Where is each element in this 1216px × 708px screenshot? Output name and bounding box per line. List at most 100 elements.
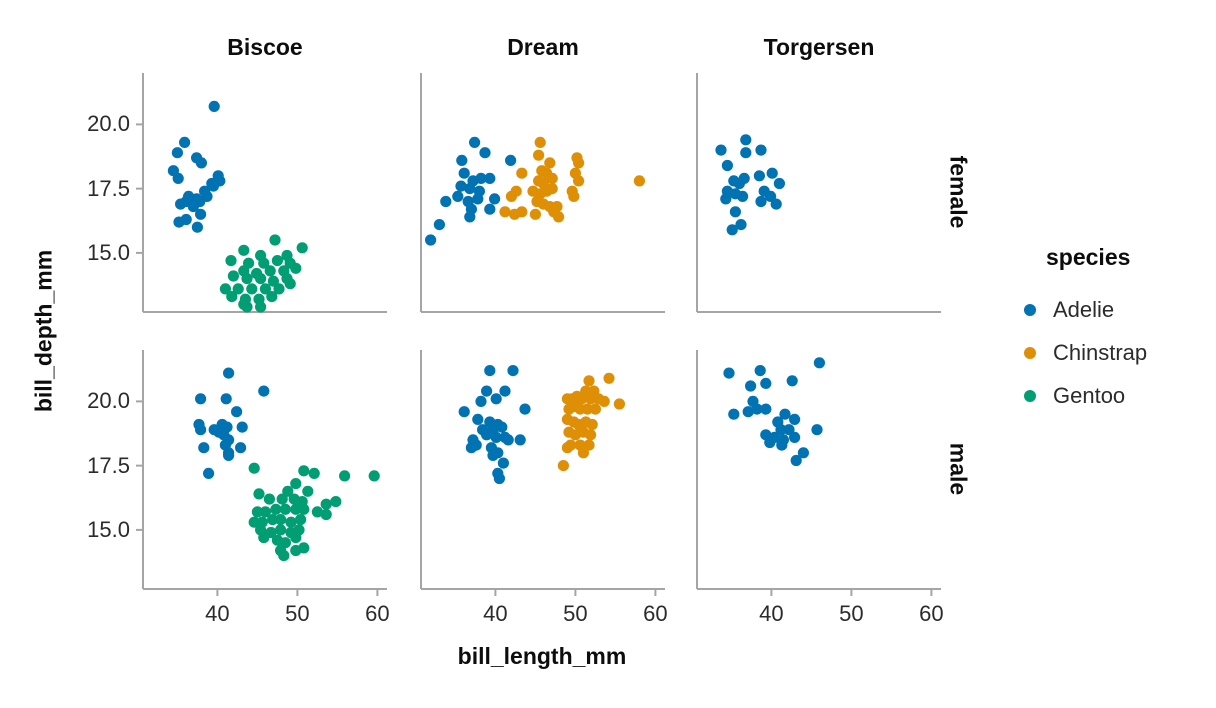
data-point-adelie: [464, 183, 476, 195]
data-point-adelie: [198, 442, 210, 454]
data-point-adelie: [775, 424, 787, 436]
data-point-adelie: [236, 421, 248, 433]
data-point-adelie: [751, 403, 763, 415]
data-point-chinstrap: [581, 403, 594, 415]
data-point-chinstrap: [557, 460, 570, 472]
data-point-gentoo: [226, 291, 238, 303]
data-point-gentoo: [298, 542, 310, 554]
data-point-adelie: [223, 449, 235, 461]
data-point-adelie: [715, 144, 727, 156]
data-point-gentoo: [320, 498, 332, 510]
data-point-adelie: [783, 424, 795, 436]
data-point-adelie: [740, 147, 752, 159]
data-point-gentoo: [330, 496, 342, 508]
x-tick-label: 60: [643, 601, 668, 626]
legend-title: species: [1046, 244, 1131, 270]
data-point-gentoo: [219, 283, 231, 295]
data-point-gentoo: [253, 488, 265, 500]
data-point-adelie: [502, 434, 514, 446]
x-tick-label: 60: [919, 601, 944, 626]
data-point-chinstrap: [546, 172, 558, 184]
x-tick-label: 40: [205, 601, 230, 626]
data-point-adelie: [797, 447, 810, 459]
legend-label: Chinstrap: [1053, 340, 1148, 365]
data-point-adelie: [452, 190, 464, 202]
data-point-gentoo: [275, 514, 287, 526]
data-point-adelie: [195, 424, 207, 436]
data-point-gentoo: [227, 270, 239, 282]
data-point-adelie: [760, 377, 772, 389]
data-point-adelie: [187, 201, 199, 213]
data-point-adelie: [472, 413, 484, 425]
data-point-gentoo: [282, 485, 294, 497]
data-point-adelie: [258, 385, 270, 397]
data-point-adelie: [433, 219, 445, 231]
data-point-chinstrap: [577, 447, 590, 459]
data-point-adelie: [475, 395, 487, 407]
data-point-gentoo: [263, 493, 275, 505]
legend-label: Gentoo: [1053, 383, 1126, 408]
data-point-gentoo: [238, 244, 250, 256]
data-point-adelie: [776, 439, 788, 451]
data-point-adelie: [779, 408, 791, 420]
facet-col-title-torgersen: Torgersen: [763, 34, 875, 60]
data-point-adelie: [505, 154, 517, 166]
facet-col-title-biscoe: Biscoe: [227, 34, 303, 60]
data-point-chinstrap: [585, 429, 597, 441]
data-point-gentoo: [266, 291, 278, 303]
data-point-gentoo: [308, 467, 320, 479]
legend-label: Adelie: [1053, 297, 1115, 322]
data-point-chinstrap: [583, 439, 595, 451]
data-point-adelie: [789, 413, 801, 425]
data-point-adelie: [721, 159, 734, 172]
data-point-adelie: [740, 134, 752, 146]
data-point-adelie: [425, 234, 437, 246]
data-point-chinstrap: [585, 393, 597, 405]
data-point-adelie: [514, 434, 526, 446]
data-point-adelie: [789, 431, 801, 443]
data-point-gentoo: [279, 503, 291, 515]
data-point-adelie: [753, 170, 766, 182]
data-point-adelie: [175, 198, 187, 210]
facet-col-title-dream: Dream: [507, 34, 579, 60]
data-point-adelie: [220, 393, 232, 405]
data-point-adelie: [755, 195, 767, 208]
data-point-chinstrap: [499, 206, 511, 218]
data-point-adelie: [207, 180, 219, 192]
data-point-adelie: [754, 365, 766, 377]
data-point-adelie: [790, 454, 802, 467]
data-point-adelie: [745, 380, 757, 392]
y-axis-title: bill_depth_mm: [30, 249, 57, 413]
data-point-adelie: [172, 172, 184, 184]
data-point-gentoo: [264, 265, 276, 277]
data-point-gentoo: [251, 506, 263, 518]
data-point-gentoo: [298, 503, 310, 515]
data-point-chinstrap: [613, 398, 626, 410]
x-tick-label: 40: [759, 601, 784, 626]
data-point-gentoo: [267, 275, 279, 287]
data-point-chinstrap: [589, 403, 602, 415]
y-tick-label: 17.5: [87, 452, 130, 478]
y-tick-label: 20.0: [87, 111, 130, 137]
data-point-adelie: [481, 385, 493, 397]
data-point-gentoo: [290, 262, 302, 274]
data-point-gentoo: [225, 255, 237, 267]
data-point-gentoo: [267, 514, 279, 526]
data-point-chinstrap: [505, 190, 517, 202]
data-point-gentoo: [311, 506, 323, 518]
data-point-adelie: [195, 393, 207, 405]
data-point-gentoo: [278, 550, 290, 562]
data-point-chinstrap: [553, 211, 565, 223]
data-point-adelie: [737, 190, 749, 202]
data-point-gentoo: [273, 283, 285, 295]
y-tick-label: 17.5: [87, 175, 130, 201]
data-point-chinstrap: [583, 375, 595, 387]
data-point-adelie: [728, 408, 740, 420]
data-point-adelie: [490, 431, 502, 443]
data-point-adelie: [811, 424, 823, 436]
data-point-adelie: [464, 211, 476, 223]
data-point-chinstrap: [573, 175, 585, 187]
data-point-adelie: [481, 429, 493, 441]
data-point-gentoo: [241, 273, 253, 285]
data-point-adelie: [484, 203, 496, 215]
